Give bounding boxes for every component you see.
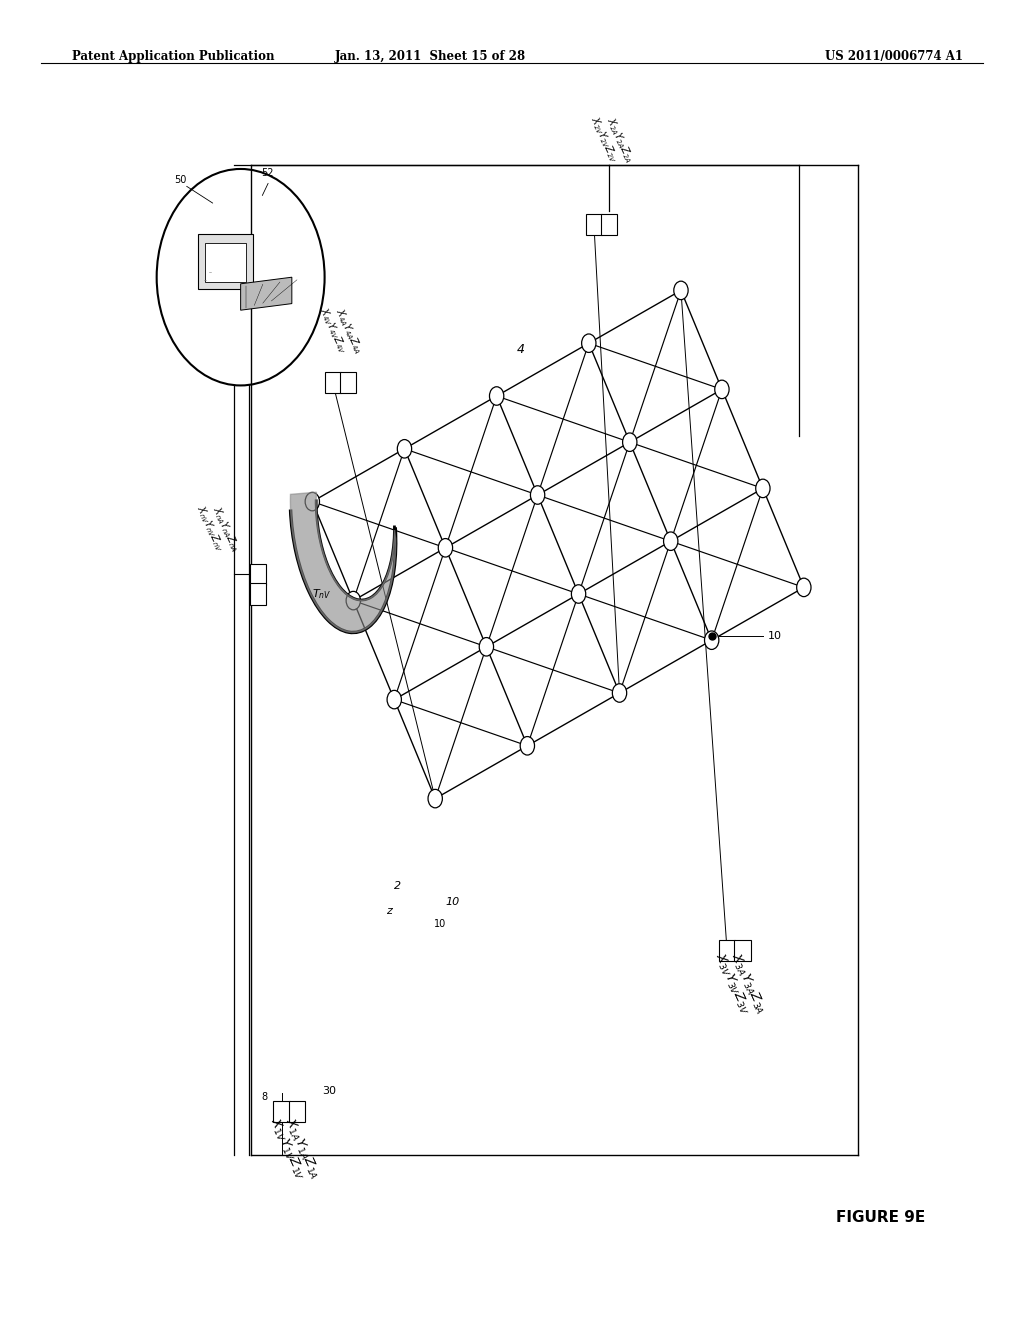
Circle shape [489,387,504,405]
FancyBboxPatch shape [250,583,266,605]
Circle shape [305,492,319,511]
Text: Patent Application Publication: Patent Application Publication [72,50,274,63]
Circle shape [715,380,729,399]
Circle shape [623,433,637,451]
Text: $X_{4A}Y_{4A}Z_{4A}$: $X_{4A}Y_{4A}Z_{4A}$ [332,306,365,356]
Text: $X_{2A}Y_{2A}Z_{2A}$: $X_{2A}Y_{2A}Z_{2A}$ [603,115,636,165]
Text: $X_{3V}Y_{3V}Z_{3V}$: $X_{3V}Y_{3V}Z_{3V}$ [712,950,753,1016]
Text: FIGURE 9E: FIGURE 9E [836,1210,926,1225]
Circle shape [397,440,412,458]
Text: $T_{nV}$: $T_{nV}$ [312,587,332,601]
Text: $X_{3A}Y_{3A}Z_{3A}$: $X_{3A}Y_{3A}Z_{3A}$ [727,950,768,1016]
Circle shape [479,638,494,656]
Text: 30: 30 [323,1085,337,1096]
FancyBboxPatch shape [205,243,246,282]
Circle shape [756,479,770,498]
Circle shape [438,539,453,557]
FancyBboxPatch shape [340,372,356,393]
FancyBboxPatch shape [586,214,602,235]
Text: z: z [386,906,392,916]
Text: Jan. 13, 2011  Sheet 15 of 28: Jan. 13, 2011 Sheet 15 of 28 [335,50,525,63]
Circle shape [664,532,678,550]
FancyBboxPatch shape [719,940,735,961]
Text: $X_{nV}Y_{nV}Z_{nV}$: $X_{nV}Y_{nV}Z_{nV}$ [194,503,226,554]
Circle shape [520,737,535,755]
Text: 50: 50 [174,174,186,185]
Polygon shape [241,277,292,310]
Circle shape [612,684,627,702]
FancyBboxPatch shape [289,1101,305,1122]
Circle shape [582,334,596,352]
Circle shape [387,690,401,709]
Text: 10: 10 [445,896,460,907]
Text: $X_{1V}Y_{1V}Z_{1V}$: $X_{1V}Y_{1V}Z_{1V}$ [266,1115,307,1183]
Text: $X_{2V}Y_{2V}Z_{2V}$: $X_{2V}Y_{2V}Z_{2V}$ [588,114,621,165]
Text: 10: 10 [768,631,782,642]
Text: $X_{nA}Y_{nA}Z_{nA}$: $X_{nA}Y_{nA}Z_{nA}$ [209,504,242,554]
FancyBboxPatch shape [601,214,617,235]
Text: $X_{4V}Y_{4V}Z_{4V}$: $X_{4V}Y_{4V}Z_{4V}$ [316,305,349,356]
FancyBboxPatch shape [325,372,341,393]
Circle shape [797,578,811,597]
Circle shape [705,631,719,649]
Circle shape [530,486,545,504]
Circle shape [428,789,442,808]
Text: $X_{1A}Y_{1A}Z_{1A}$: $X_{1A}Y_{1A}Z_{1A}$ [282,1115,323,1181]
Circle shape [346,591,360,610]
Text: 2: 2 [394,880,401,891]
Text: 52: 52 [261,168,273,178]
Circle shape [674,281,688,300]
FancyBboxPatch shape [250,564,266,585]
FancyBboxPatch shape [734,940,751,961]
Text: US 2011/0006774 A1: US 2011/0006774 A1 [824,50,963,63]
Text: 4: 4 [517,343,525,356]
Circle shape [571,585,586,603]
FancyBboxPatch shape [198,234,253,289]
Text: 8: 8 [261,1092,267,1102]
FancyBboxPatch shape [273,1101,290,1122]
Polygon shape [291,492,395,632]
Text: 10: 10 [434,919,446,929]
